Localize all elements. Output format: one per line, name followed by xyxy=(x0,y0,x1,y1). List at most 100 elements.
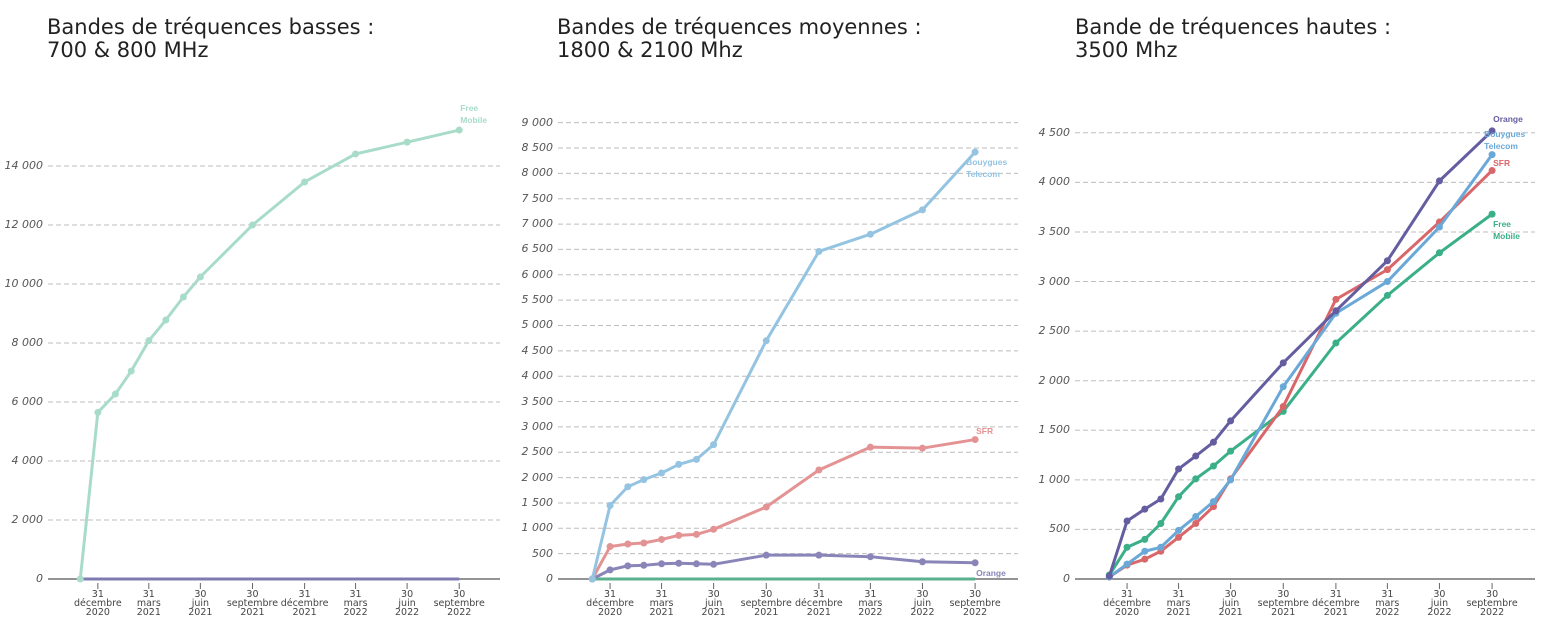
data-point xyxy=(971,148,979,156)
chart-subtitle: 700 & 800 MHz xyxy=(47,38,209,62)
x-tick-label: 31 mars 2021 xyxy=(136,589,161,618)
y-tick-label: 8 000 xyxy=(521,166,554,180)
chart-subtitle: 1800 & 2100 Mhz xyxy=(557,38,743,62)
x-tick-label: 30 juin 2021 xyxy=(188,589,213,618)
data-point xyxy=(1141,547,1149,555)
y-tick-label: 4 000 xyxy=(11,454,44,467)
data-point xyxy=(1435,249,1443,257)
x-tick-label: 31 mars 2022 xyxy=(858,589,883,618)
chart-subtitle: 3500 Mhz xyxy=(1075,38,1178,62)
y-tick-label: 2 000 xyxy=(521,470,554,484)
data-point xyxy=(640,539,648,547)
x-tick-label: 30 septembre 2021 xyxy=(1257,589,1309,618)
series-line xyxy=(1108,212,1493,576)
data-point xyxy=(658,469,666,477)
data-point xyxy=(1227,447,1235,455)
data-point xyxy=(658,560,666,568)
data-point xyxy=(624,562,632,570)
data-point xyxy=(1435,177,1443,185)
data-point xyxy=(1227,417,1235,425)
data-point xyxy=(675,460,683,468)
data-point xyxy=(1227,476,1235,484)
data-point xyxy=(1383,257,1391,265)
data-point xyxy=(762,551,770,559)
data-point xyxy=(1488,210,1496,218)
x-tick-label: 31 mars 2022 xyxy=(343,589,368,618)
y-tick-label: 4 500 xyxy=(1038,125,1071,139)
data-point xyxy=(1383,278,1391,286)
series-line xyxy=(78,128,460,580)
data-point xyxy=(1279,383,1287,391)
data-point xyxy=(1209,462,1217,470)
data-point xyxy=(1175,465,1183,473)
y-tick-label: 0 xyxy=(546,572,553,585)
series-label: Orange xyxy=(1493,113,1523,124)
data-point xyxy=(866,443,874,451)
y-tick-label: 8 000 xyxy=(11,336,44,350)
series-label: Bouygues Telecom xyxy=(1484,128,1526,151)
data-point xyxy=(111,390,119,398)
data-point xyxy=(403,138,411,146)
data-point xyxy=(94,408,102,416)
y-tick-label: 1 500 xyxy=(1038,423,1071,437)
data-point xyxy=(640,476,648,484)
y-tick-label: 0 xyxy=(36,572,43,585)
data-point xyxy=(1435,223,1443,231)
x-tick-label: 30 juin 2022 xyxy=(395,589,420,618)
data-point xyxy=(815,466,823,474)
data-point xyxy=(918,558,926,566)
y-tick-label: 1 000 xyxy=(1038,472,1071,486)
chart-title: Bande de tréquences hautes : xyxy=(1075,15,1392,39)
x-tick-label: 31 mars 2021 xyxy=(1166,589,1191,618)
data-point xyxy=(196,273,204,281)
data-point xyxy=(352,150,360,158)
data-point xyxy=(1123,543,1131,551)
y-tick-label: 9 000 xyxy=(521,115,554,129)
series-label: Free Mobile xyxy=(460,103,488,126)
data-point xyxy=(710,525,718,533)
data-point xyxy=(1332,339,1340,347)
series-label: Bouygues Telecom xyxy=(966,157,1008,180)
series-label: SFR xyxy=(1493,158,1511,169)
data-point xyxy=(1141,535,1149,543)
data-point xyxy=(1157,495,1165,503)
x-tick-label: 30 septembre 2022 xyxy=(1466,589,1518,618)
x-tick-label: 31 décembre 2020 xyxy=(586,589,634,618)
data-point xyxy=(1488,151,1496,159)
y-tick-label: 14 000 xyxy=(4,159,44,173)
data-point xyxy=(1175,533,1183,541)
data-point xyxy=(1192,475,1200,483)
x-tick-label: 31 décembre 2021 xyxy=(1312,589,1360,618)
data-point xyxy=(658,535,666,543)
data-point xyxy=(918,444,926,452)
data-point xyxy=(710,560,718,568)
data-point xyxy=(675,531,683,539)
x-tick-label: 30 juin 2021 xyxy=(701,589,726,618)
y-tick-label: 5 500 xyxy=(521,293,554,307)
data-point xyxy=(971,436,979,444)
chart-title: Bandes de tréquences basses : xyxy=(47,15,375,39)
series-line xyxy=(591,438,976,580)
y-tick-label: 4 000 xyxy=(1038,175,1071,189)
data-point xyxy=(1488,166,1496,174)
y-tick-label: 7 000 xyxy=(521,217,554,231)
data-point xyxy=(710,441,718,449)
data-point xyxy=(1209,498,1217,506)
series-line xyxy=(591,553,976,581)
y-tick-label: 2 500 xyxy=(521,445,554,459)
y-tick-label: 2 500 xyxy=(1038,324,1071,338)
data-point xyxy=(1332,295,1340,303)
data-point xyxy=(675,559,683,567)
data-point xyxy=(301,178,309,186)
data-point xyxy=(606,566,614,574)
x-tick-label: 31 décembre 2020 xyxy=(1103,589,1151,618)
data-point xyxy=(1175,493,1183,501)
data-point xyxy=(624,483,632,491)
data-point xyxy=(1383,266,1391,274)
data-point xyxy=(1192,452,1200,460)
data-point xyxy=(76,575,84,583)
y-tick-label: 1 000 xyxy=(521,521,554,535)
data-point xyxy=(145,337,153,345)
y-tick-label: 4 500 xyxy=(521,343,554,357)
